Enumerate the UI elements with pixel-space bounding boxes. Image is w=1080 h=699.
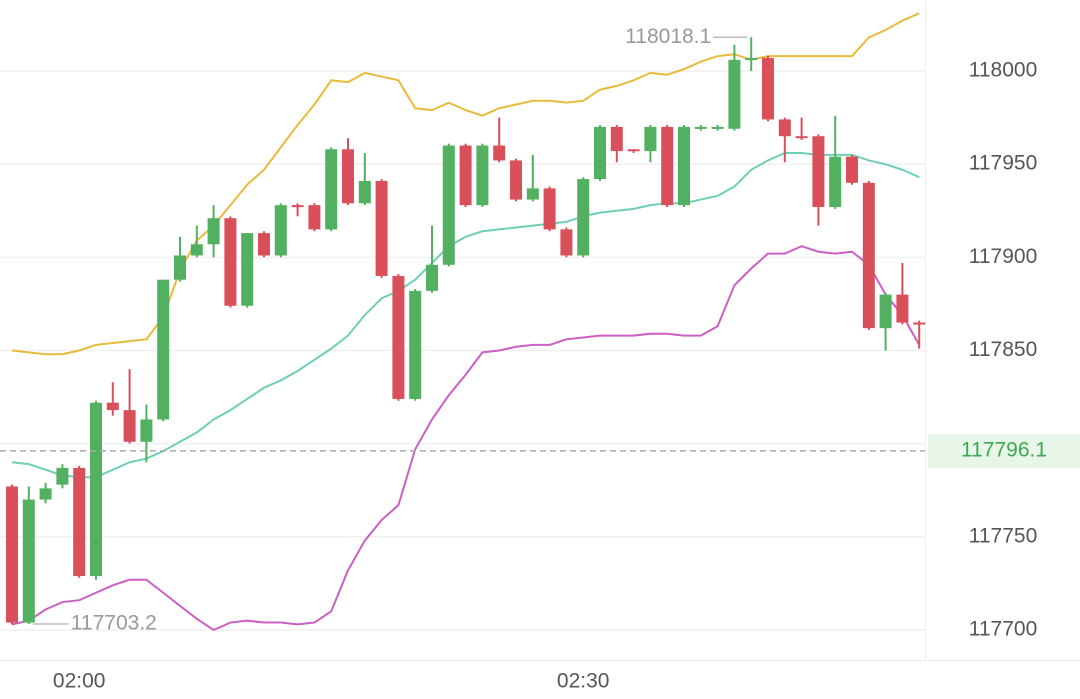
candle-body: [90, 402, 102, 576]
candle-body: [190, 244, 203, 256]
min-label: 117703.2: [71, 612, 157, 635]
candle-body: [140, 419, 153, 442]
candle-body: [795, 136, 808, 139]
candle-body: [442, 145, 455, 265]
candle-body: [409, 290, 422, 399]
candle-body: [56, 467, 69, 485]
candle-body: [610, 126, 623, 152]
candle-body: [728, 59, 741, 129]
candle-body: [157, 279, 170, 420]
candle-body: [459, 145, 472, 206]
candle-body: [510, 160, 522, 200]
candle-body: [325, 149, 338, 230]
y-tick-label: 117700: [969, 618, 1038, 641]
candle-body: [778, 119, 791, 137]
candle-body: [762, 57, 774, 120]
candle-body: [39, 488, 52, 500]
candle-body: [207, 218, 220, 245]
candle-body: [493, 145, 506, 161]
candle-body: [526, 188, 539, 200]
candle-body: [392, 275, 405, 399]
candle-body: [426, 264, 438, 291]
candle-body: [711, 126, 724, 129]
candle-body: [6, 486, 18, 623]
candle-body: [476, 145, 489, 206]
candle-body: [661, 126, 674, 206]
candle-body: [73, 467, 86, 576]
candle-body: [358, 180, 371, 204]
candle-body: [106, 402, 119, 411]
candle-body: [241, 233, 254, 306]
candle-body: [913, 322, 926, 325]
candle-body: [846, 156, 858, 183]
x-tick-label: 02:00: [53, 670, 106, 693]
y-tick-label: 117950: [969, 152, 1038, 175]
candle-body: [644, 126, 657, 152]
candle-body: [862, 182, 875, 329]
candle-body: [258, 233, 270, 256]
candle-body: [291, 205, 304, 208]
y-tick-label: 117850: [969, 338, 1038, 361]
y-tick-label: 117900: [969, 245, 1038, 268]
candle-body: [560, 229, 573, 256]
candle-body: [543, 188, 556, 230]
candle-body: [224, 218, 237, 306]
max-label: 118018.1: [625, 25, 711, 48]
candle-body: [879, 294, 892, 329]
candle-body: [694, 126, 707, 129]
candle-body: [342, 149, 354, 204]
last-price-box: [928, 433, 1080, 468]
candle-body: [627, 149, 640, 152]
candle-body: [896, 294, 909, 323]
candle-body: [22, 499, 35, 623]
candle-body: [745, 57, 758, 60]
x-tick-label: 02:30: [557, 670, 610, 693]
candle-body: [812, 136, 825, 208]
candle-body: [174, 255, 186, 280]
candle-body: [829, 156, 842, 208]
y-tick-label: 118000: [969, 59, 1038, 82]
candle-body: [123, 410, 136, 442]
candle-body: [308, 205, 321, 230]
y-tick-label: 117750: [969, 524, 1038, 547]
candle-body: [678, 126, 690, 206]
candle-body: [577, 179, 590, 256]
candle-body: [594, 126, 606, 180]
last-price-label: 117796.1: [961, 438, 1047, 461]
band-line: [11, 245, 921, 632]
candle-body: [375, 180, 388, 276]
candle-body: [274, 205, 287, 256]
